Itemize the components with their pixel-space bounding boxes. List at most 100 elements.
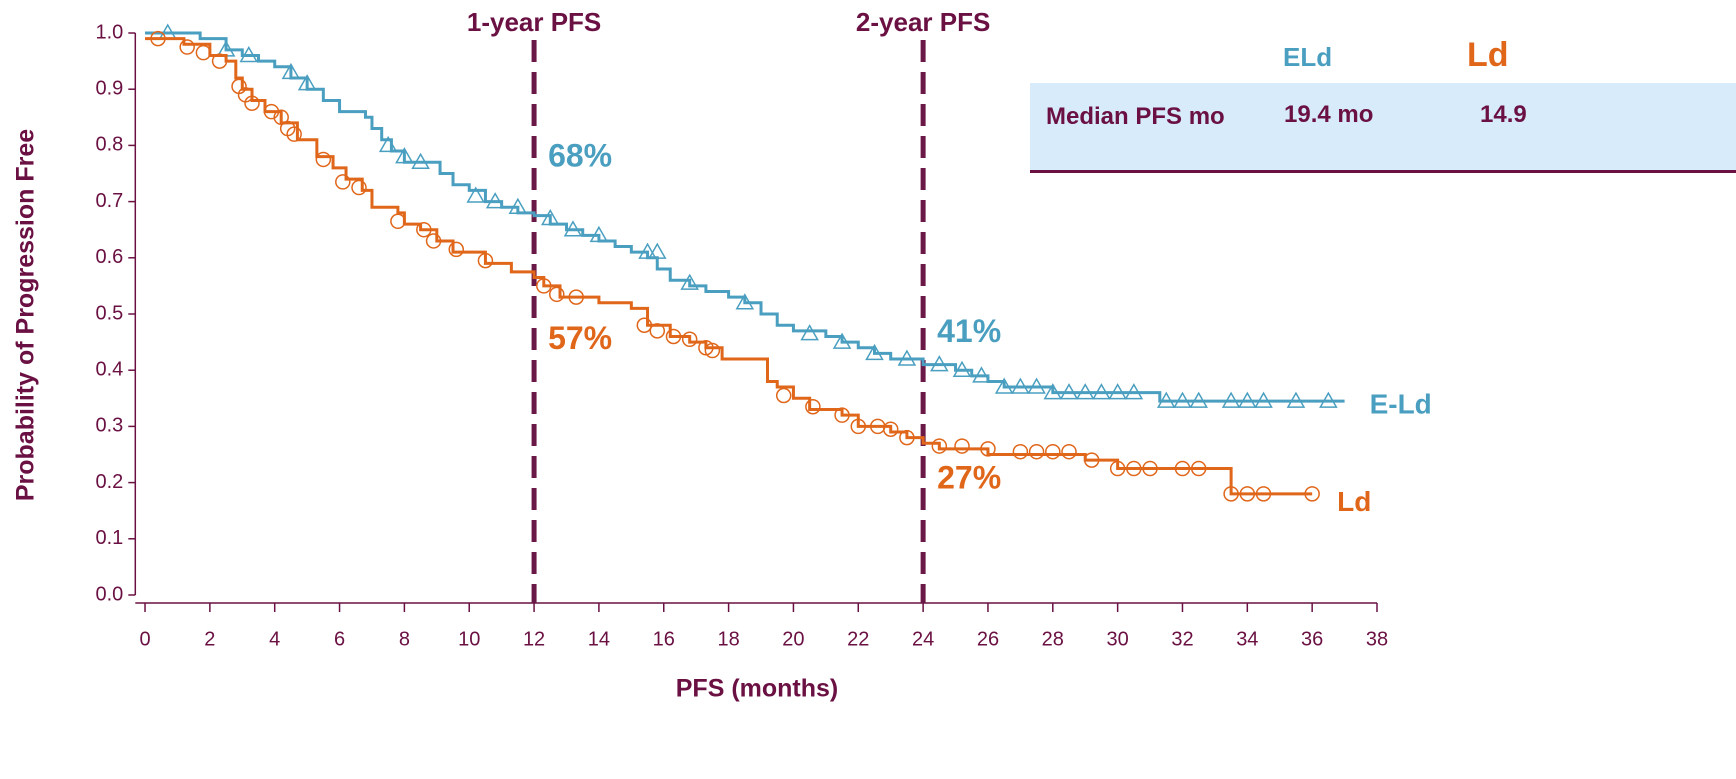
censor-mark	[1174, 460, 1191, 477]
table-header: Ld	[1467, 36, 1509, 74]
censor-mark	[508, 197, 528, 214]
censor-mark	[390, 213, 406, 230]
censor-mark	[150, 30, 166, 47]
censor-mark	[832, 332, 852, 349]
censor-mark	[416, 221, 432, 238]
y-tick-label: 1.0	[95, 21, 123, 43]
censor-mark	[952, 360, 972, 377]
censor-mark	[448, 241, 465, 258]
reference-label: 1-year PFS	[467, 7, 601, 37]
censor-mark	[315, 151, 332, 168]
x-axis-title: PFS (months)	[676, 675, 839, 703]
censor-mark	[1189, 391, 1208, 408]
censor-mark	[1124, 383, 1144, 400]
x-tick-label: 16	[653, 628, 675, 650]
table-header: ELd	[1283, 42, 1333, 72]
censor-mark	[1092, 383, 1111, 400]
censor-mark	[1028, 443, 1045, 460]
censor-mark	[834, 407, 850, 423]
x-tick-label: 32	[1171, 628, 1193, 650]
y-tick-label: 0.0	[95, 583, 123, 605]
x-tick-label: 4	[269, 628, 280, 650]
censor-mark	[563, 220, 583, 237]
reference-label: 2-year PFS	[856, 7, 990, 37]
censor-mark	[1223, 486, 1239, 502]
series-label: Ld	[1337, 486, 1371, 517]
censor-mark	[1061, 443, 1077, 460]
censor-mark	[865, 343, 884, 361]
censor-mark	[775, 387, 792, 404]
censor-mark	[882, 421, 899, 437]
censor-mark	[1254, 391, 1273, 408]
table-cell: 19.4 mo	[1284, 101, 1374, 128]
censor-mark	[239, 45, 259, 63]
censor-mark	[638, 242, 657, 259]
x-tick-label: 8	[399, 628, 410, 650]
censor-mark	[954, 438, 970, 454]
censor-mark	[931, 438, 948, 454]
survival-curve	[145, 31, 1345, 403]
x-tick-label: 28	[1042, 628, 1064, 650]
series-label: E-Ld	[1370, 389, 1432, 420]
censor-mark	[540, 208, 560, 226]
censor-mark	[1011, 377, 1030, 394]
censor-mark	[589, 225, 609, 243]
y-tick-label: 0.3	[95, 415, 123, 437]
censor-mark	[800, 324, 819, 341]
censor-mark	[1190, 460, 1207, 477]
censor-mark	[805, 398, 821, 415]
censor-mark	[1173, 391, 1192, 408]
censor-mark	[899, 429, 915, 446]
censor-mark	[297, 74, 317, 91]
censor-mark	[1142, 460, 1158, 477]
censor-mark	[1075, 383, 1095, 400]
censor-mark	[994, 377, 1014, 394]
censor-mark	[1286, 391, 1306, 408]
x-tick-label: 38	[1366, 628, 1388, 650]
censor-mark	[649, 323, 666, 339]
censor-mark	[477, 252, 494, 269]
censor-mark	[930, 355, 949, 372]
censor-mark	[395, 147, 414, 164]
y-tick-label: 0.9	[95, 77, 123, 99]
y-tick-label: 0.8	[95, 134, 123, 156]
x-tick-label: 6	[334, 628, 345, 650]
censor-mark	[485, 192, 505, 209]
table-cell: 14.9	[1480, 101, 1527, 128]
censor-mark	[1043, 383, 1063, 400]
x-tick-label: 26	[977, 628, 999, 650]
landmark-label: 68%	[548, 137, 612, 173]
censor-mark	[281, 62, 301, 80]
y-tick-label: 0.2	[95, 471, 123, 493]
landmark-label: 41%	[937, 313, 1001, 349]
x-tick-label: 20	[782, 628, 804, 650]
survival-curve	[145, 37, 1313, 496]
censor-mark	[244, 95, 260, 111]
landmark-label: 57%	[548, 320, 612, 356]
censor-mark	[897, 349, 917, 366]
x-tick-label: 12	[523, 628, 545, 650]
y-tick-label: 0.6	[95, 246, 123, 268]
x-tick-label: 0	[139, 628, 150, 650]
censor-mark	[568, 289, 584, 305]
y-axis-title: Probability of Progression Free	[12, 129, 40, 501]
censor-mark	[1059, 383, 1079, 400]
censor-mark	[425, 233, 442, 249]
censor-mark	[636, 317, 653, 333]
censor-mark	[1304, 486, 1320, 502]
censor-mark	[1108, 383, 1127, 400]
censor-mark	[1126, 460, 1142, 477]
censor-mark	[1083, 452, 1100, 468]
censor-mark	[195, 44, 212, 61]
censor-mark	[1156, 391, 1176, 408]
censor-mark	[1012, 443, 1029, 460]
censor-mark	[681, 331, 698, 348]
x-tick-label: 22	[847, 628, 869, 650]
censor-mark	[972, 366, 991, 383]
censor-mark	[335, 174, 351, 190]
landmark-label: 27%	[937, 460, 1001, 496]
x-tick-label: 10	[458, 628, 480, 650]
censor-mark	[1239, 486, 1256, 502]
censor-mark	[1255, 486, 1272, 502]
